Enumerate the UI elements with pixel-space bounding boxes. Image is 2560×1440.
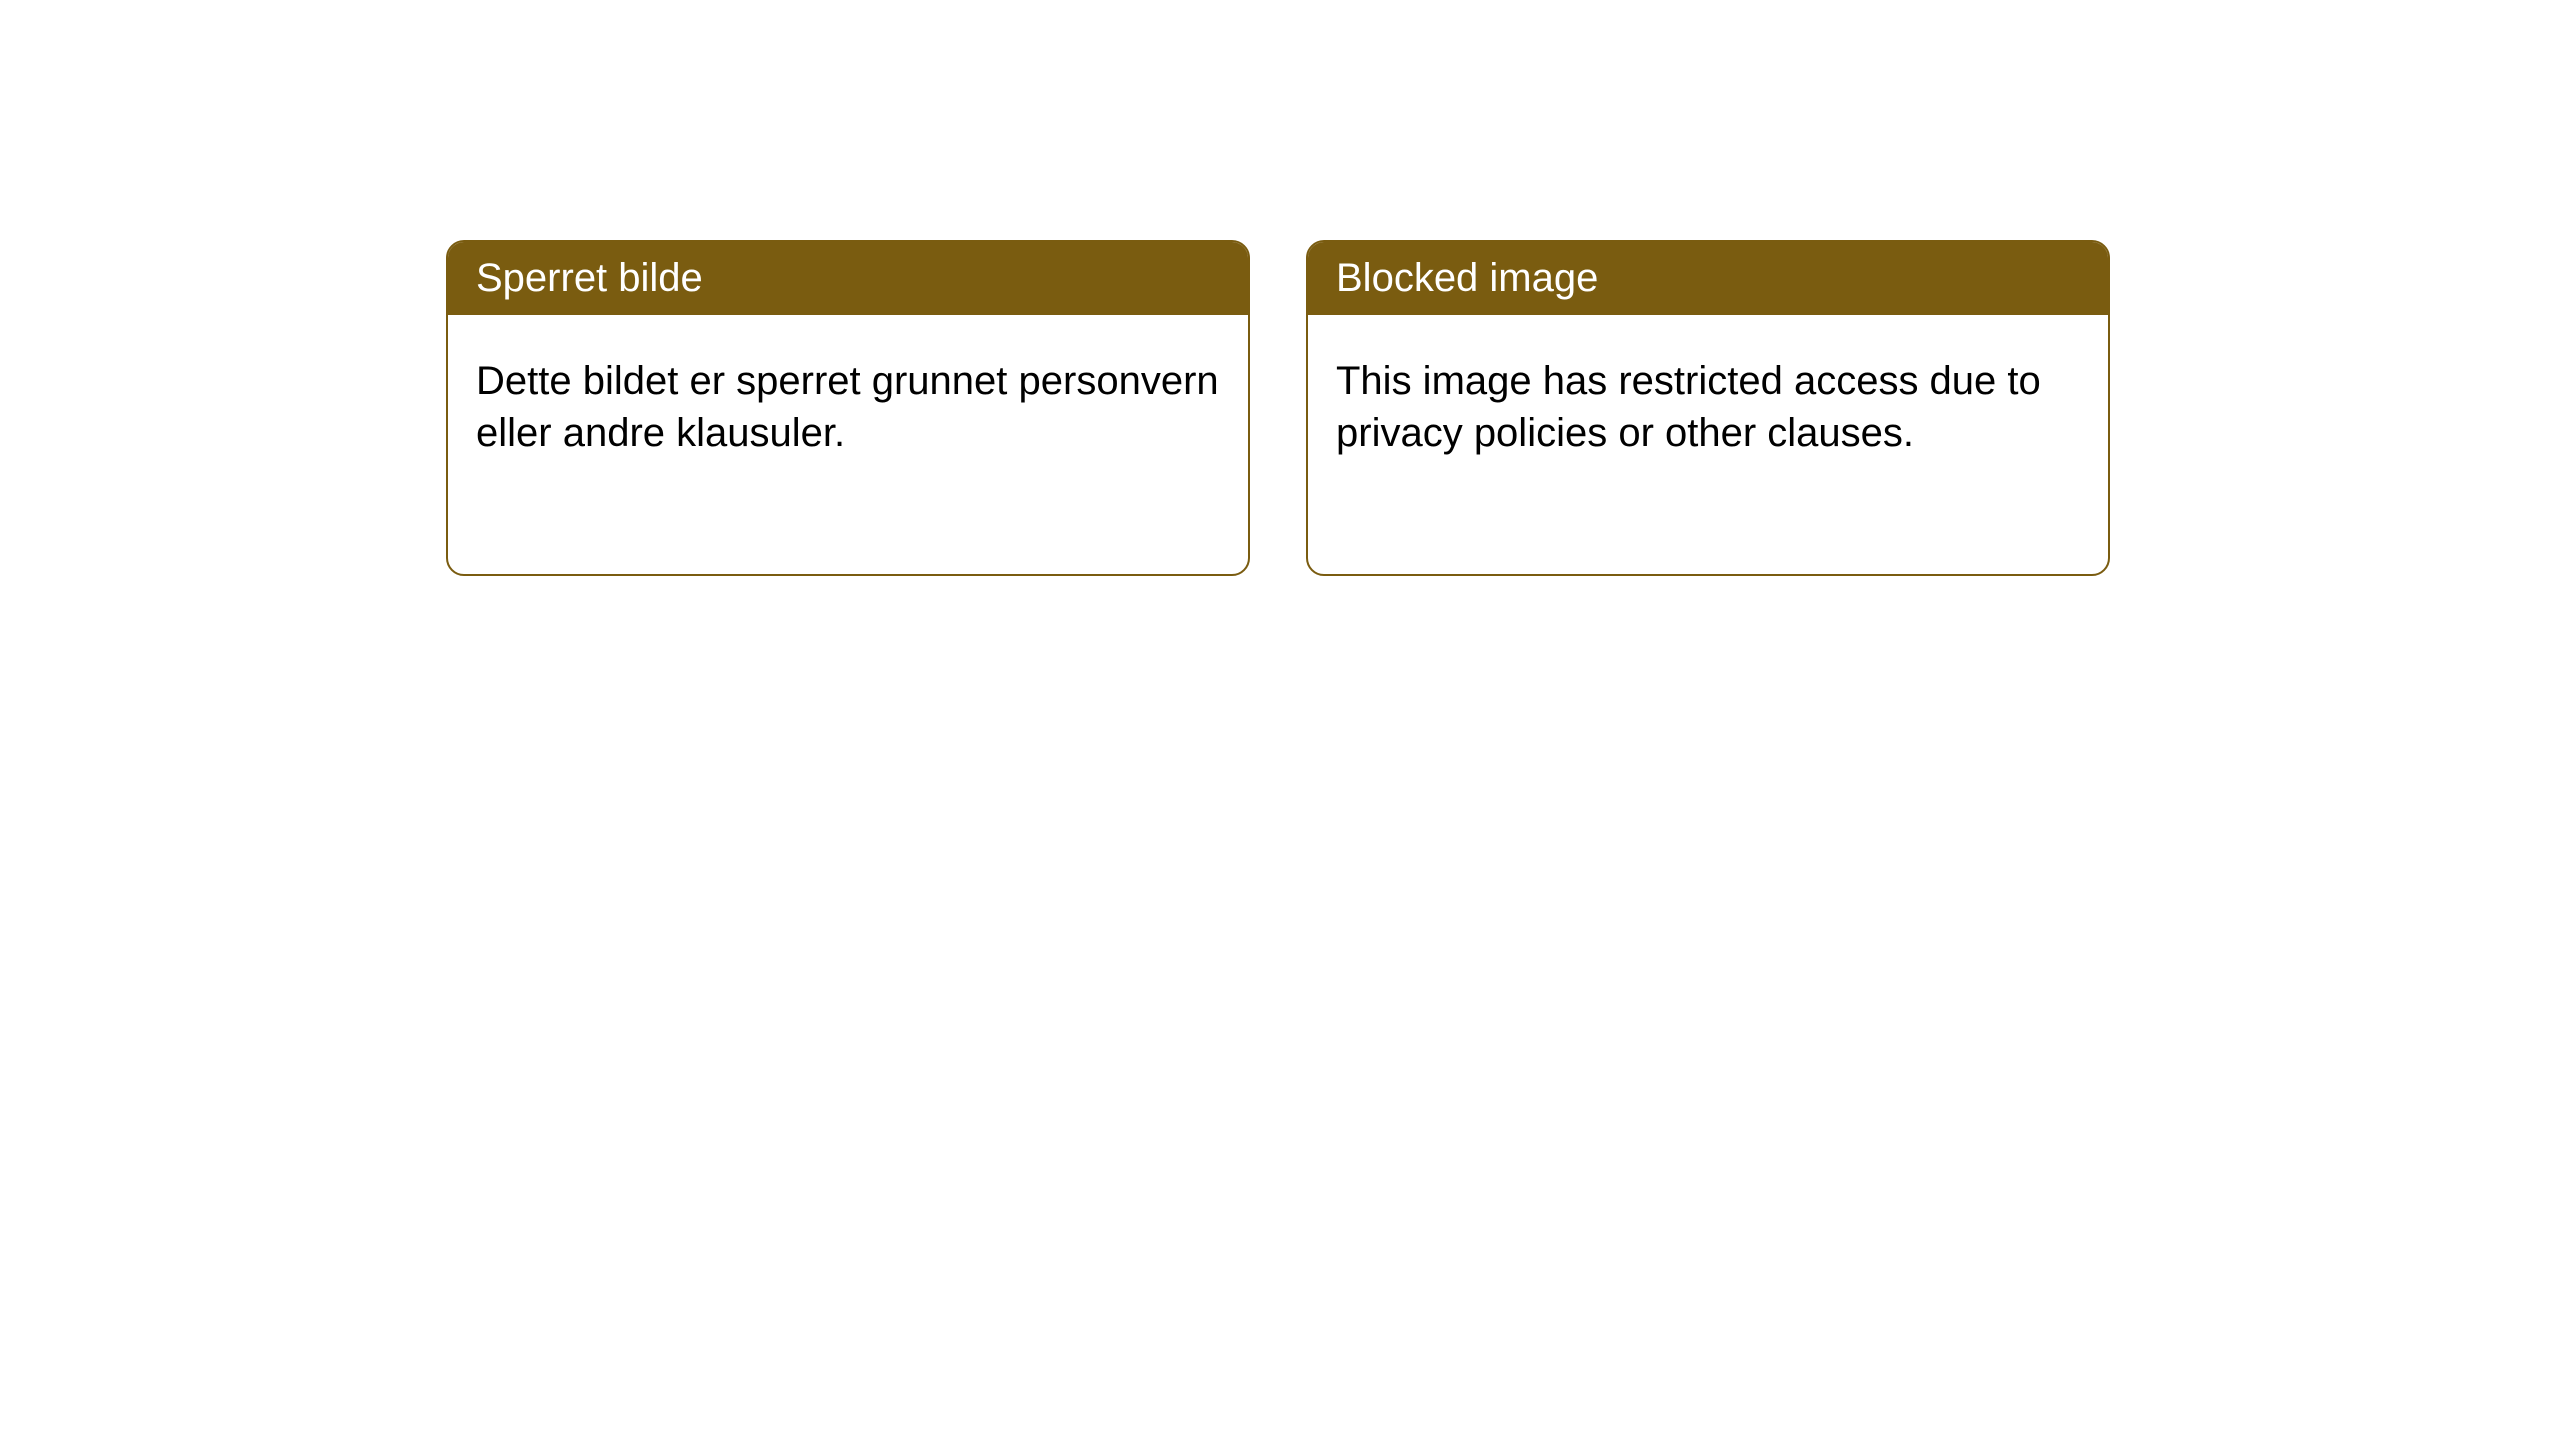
notice-header-english: Blocked image [1308,242,2108,315]
notice-title-english: Blocked image [1336,256,1598,300]
notice-body-norwegian: Dette bildet er sperret grunnet personve… [448,315,1248,499]
notice-container: Sperret bilde Dette bildet er sperret gr… [446,240,2110,576]
notice-card-norwegian: Sperret bilde Dette bildet er sperret gr… [446,240,1250,576]
notice-text-norwegian: Dette bildet er sperret grunnet personve… [476,359,1219,455]
notice-body-english: This image has restricted access due to … [1308,315,2108,499]
notice-title-norwegian: Sperret bilde [476,256,703,300]
notice-text-english: This image has restricted access due to … [1336,359,2041,455]
notice-header-norwegian: Sperret bilde [448,242,1248,315]
notice-card-english: Blocked image This image has restricted … [1306,240,2110,576]
